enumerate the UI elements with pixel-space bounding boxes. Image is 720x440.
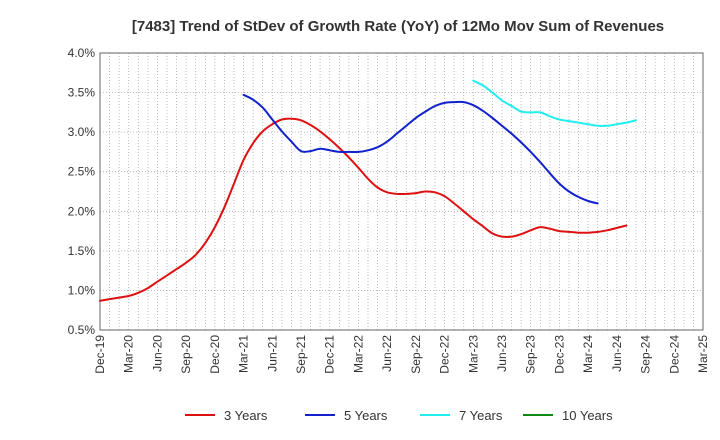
series-line-7-years (472, 79, 637, 128)
grid (100, 52, 703, 331)
x-tick-label: Mar-20 (122, 335, 136, 373)
x-tick-label: Dec-19 (93, 335, 107, 374)
legend-label: 5 Years (344, 408, 388, 423)
series-line-5-years (242, 93, 599, 205)
x-tick-label: Jun-21 (265, 335, 279, 372)
y-tick-label: 2.5% (68, 165, 96, 179)
x-tick-label: Sep-21 (294, 335, 308, 374)
plot-frame (99, 52, 704, 331)
x-tick-label: Jun-22 (380, 335, 394, 372)
x-tick-label: Mar-23 (466, 335, 480, 373)
y-tick-label: 3.5% (68, 86, 96, 100)
x-tick-label: Mar-24 (581, 335, 595, 373)
x-tick-label: Jun-24 (610, 335, 624, 372)
x-tick-label: Sep-20 (179, 335, 193, 374)
x-tick-label: Dec-23 (552, 335, 566, 374)
y-tick-label: 4.0% (68, 46, 96, 60)
legend-item-3-years: 3 Years (185, 408, 268, 423)
y-axis-ticks: 0.5% 1.0% 1.5% 2.0% 2.5% 3.0% 3.5% 4.0% (68, 46, 96, 337)
legend-label: 10 Years (562, 408, 613, 423)
y-tick-label: 3.0% (68, 125, 96, 139)
x-tick-label: Dec-24 (667, 335, 681, 374)
legend-item-10-years: 10 Years (523, 408, 613, 423)
x-tick-label: Mar-21 (237, 335, 251, 373)
x-tick-label: Mar-22 (351, 335, 365, 373)
y-tick-label: 2.0% (68, 204, 96, 218)
series-line-3-years (99, 117, 628, 302)
legend-item-7-years: 7 Years (420, 408, 503, 423)
y-tick-label: 1.0% (68, 283, 96, 297)
legend: 3 Years 5 Years 7 Years 10 Years (185, 408, 613, 423)
x-tick-label: Dec-21 (323, 335, 337, 374)
x-axis-ticks: Dec-19 Mar-20 Jun-20 Sep-20 Dec-20 Mar-21 Jun-… (93, 335, 710, 374)
x-tick-label: Sep-22 (409, 335, 423, 374)
x-tick-label: Dec-22 (438, 335, 452, 374)
series-lines (99, 79, 637, 302)
legend-item-5-years: 5 Years (305, 408, 388, 423)
x-tick-label: Jun-20 (150, 335, 164, 372)
x-tick-label: Dec-20 (208, 335, 222, 374)
x-tick-label: Sep-24 (639, 335, 653, 374)
y-tick-label: 0.5% (68, 323, 96, 337)
legend-label: 3 Years (224, 408, 268, 423)
x-tick-label: Jun-23 (495, 335, 509, 372)
x-tick-label: Mar-25 (696, 335, 710, 373)
x-tick-label: Sep-23 (524, 335, 538, 374)
chart-title: [7483] Trend of StDev of Growth Rate (Yo… (132, 18, 664, 35)
y-tick-label: 1.5% (68, 244, 96, 258)
legend-label: 7 Years (459, 408, 503, 423)
